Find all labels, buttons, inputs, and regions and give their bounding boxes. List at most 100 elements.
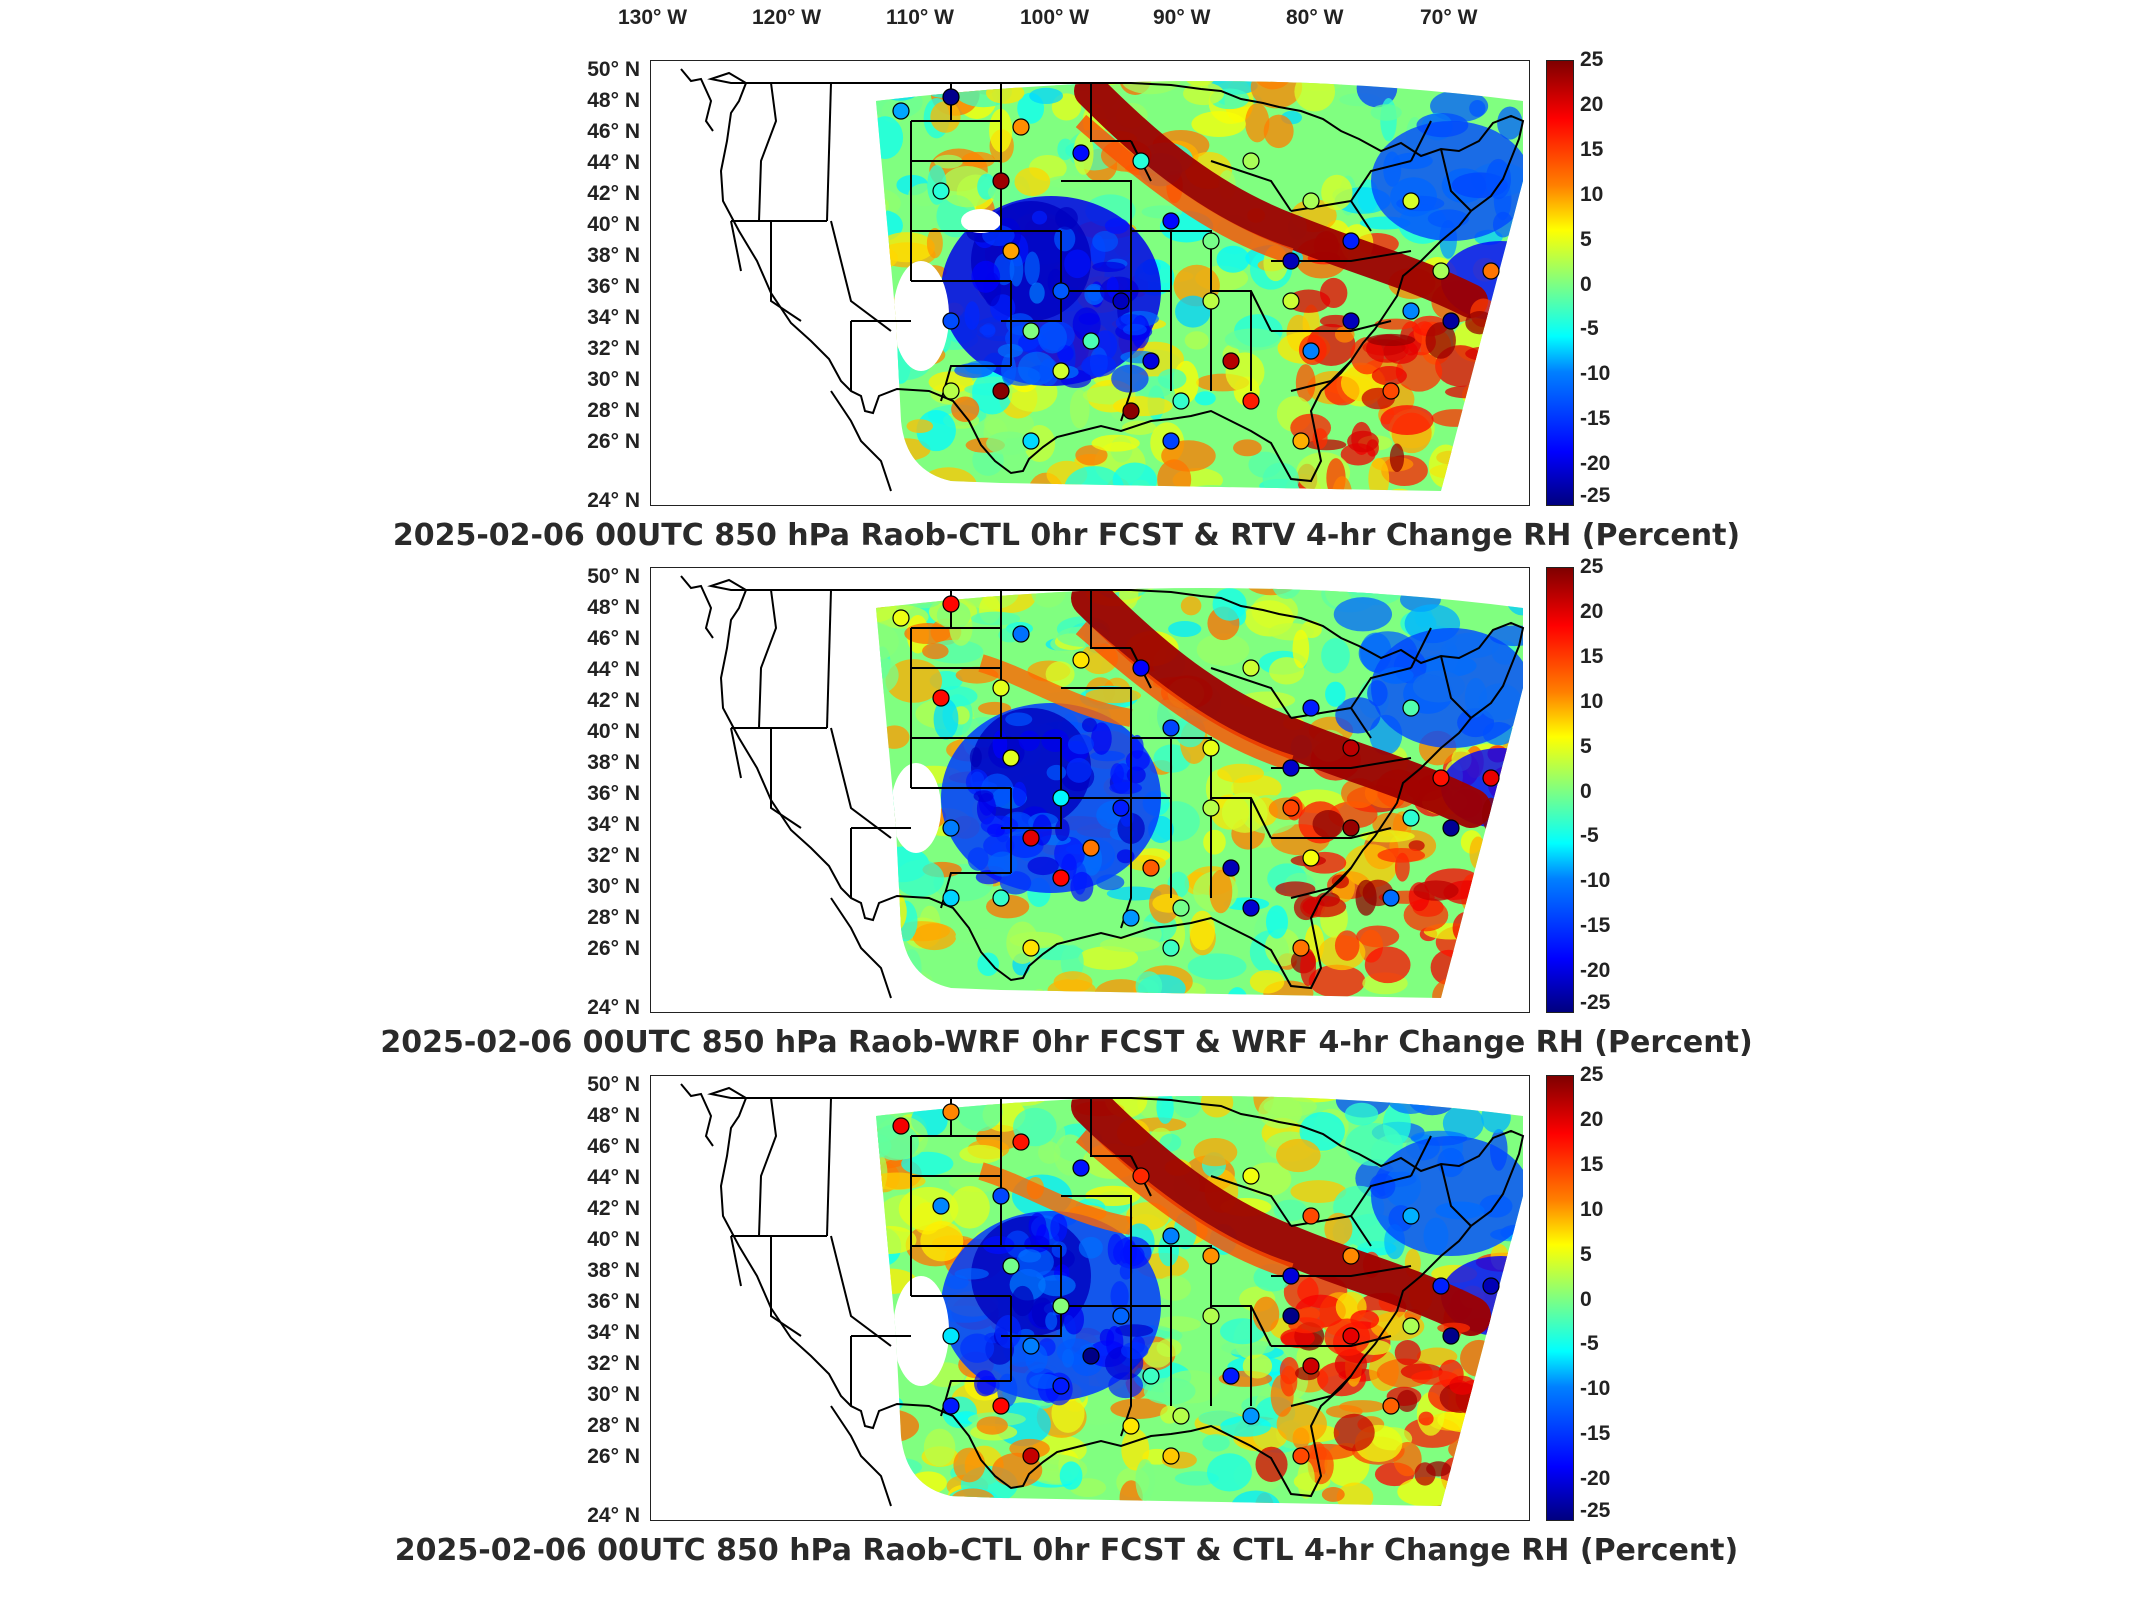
raob-station-marker <box>1292 1447 1310 1465</box>
raob-station-marker <box>932 1197 950 1215</box>
raob-stations <box>892 595 1500 957</box>
colorbar-tick-label: -20 <box>1580 452 1611 475</box>
latitude-tick-label: 34° N <box>587 813 640 836</box>
map-plot-area <box>650 60 1530 506</box>
latitude-tick-label: 38° N <box>587 751 640 774</box>
raob-station-marker <box>1292 939 1310 957</box>
raob-station-marker <box>1402 192 1420 210</box>
raob-station-marker <box>1002 1257 1020 1275</box>
rh-change-map <box>680 1083 1525 1507</box>
colorbar-tick-label: 10 <box>1580 690 1604 713</box>
map-plot-area <box>650 567 1530 1013</box>
raob-station-marker <box>1242 1167 1260 1185</box>
latitude-tick-label: 30° N <box>587 368 640 391</box>
latitude-tick-label: 40° N <box>587 1228 640 1251</box>
raob-station-marker <box>1202 232 1220 250</box>
longitude-tick-label: 120° W <box>752 6 822 29</box>
colorbar <box>1546 60 1574 506</box>
raob-station-marker <box>1242 152 1260 170</box>
longitude-tick-label: 70° W <box>1420 6 1478 29</box>
latitude-tick-label: 36° N <box>587 782 640 805</box>
raob-station-marker <box>992 679 1010 697</box>
raob-station-marker <box>1012 118 1030 136</box>
raob-station-marker <box>1442 1327 1460 1345</box>
raob-stations <box>892 88 1500 450</box>
raob-station-marker <box>1142 859 1160 877</box>
raob-station-marker <box>1162 1447 1180 1465</box>
longitude-tick-label: 90° W <box>1153 6 1211 29</box>
longitude-tick-label: 110° W <box>886 6 954 29</box>
panel-title: 2025-02-06 00UTC 850 hPa Raob-CTL 0hr FC… <box>394 1533 1739 1568</box>
latitude-tick-label: 26° N <box>587 430 640 453</box>
colorbar-tick-label: 10 <box>1580 1198 1604 1221</box>
latitude-tick-label: 36° N <box>587 275 640 298</box>
raob-station-marker <box>1052 1377 1070 1395</box>
raob-station-marker <box>1282 799 1300 817</box>
raob-station-marker <box>1302 192 1320 210</box>
raob-station-marker <box>1402 302 1420 320</box>
raob-station-marker <box>1382 889 1400 907</box>
raob-station-marker <box>1122 402 1140 420</box>
raob-station-marker <box>1172 392 1190 410</box>
raob-station-marker <box>942 382 960 400</box>
raob-station-marker <box>942 88 960 106</box>
raob-station-marker <box>1302 342 1320 360</box>
raob-station-marker <box>1442 819 1460 837</box>
raob-station-marker <box>1052 362 1070 380</box>
raob-station-marker <box>942 595 960 613</box>
latitude-tick-label: 28° N <box>587 399 640 422</box>
raob-station-marker <box>1282 1267 1300 1285</box>
latitude-tick-label: 50° N <box>587 565 640 588</box>
raob-station-marker <box>1052 1297 1070 1315</box>
raob-station-marker <box>1052 282 1070 300</box>
colorbar-tick-label: 25 <box>1580 1063 1604 1086</box>
raob-station-marker <box>1342 1247 1360 1265</box>
raob-station-marker <box>1012 625 1030 643</box>
colorbar-tick-label: -5 <box>1580 824 1599 847</box>
latitude-tick-label: 42° N <box>587 689 640 712</box>
raob-station-marker <box>1242 659 1260 677</box>
raob-station-marker <box>1022 829 1040 847</box>
raob-station-marker <box>1342 739 1360 757</box>
colorbar-tick-label: 5 <box>1580 1243 1592 1266</box>
raob-station-marker <box>1442 312 1460 330</box>
raob-station-marker <box>1222 352 1240 370</box>
colorbar-tick-label: -10 <box>1580 362 1611 385</box>
colorbar-tick-label: -25 <box>1580 991 1611 1014</box>
colorbar-tick-label: -25 <box>1580 1499 1611 1522</box>
latitude-tick-label: 38° N <box>587 244 640 267</box>
longitude-tick-label: 100° W <box>1020 6 1090 29</box>
latitude-tick-label: 48° N <box>587 596 640 619</box>
panel-title: 2025-02-06 00UTC 850 hPa Raob-WRF 0hr FC… <box>380 1025 1753 1060</box>
latitude-tick-label: 30° N <box>587 875 640 898</box>
latitude-tick-label: 48° N <box>587 89 640 112</box>
latitude-tick-label: 24° N <box>587 1504 640 1527</box>
raob-station-marker <box>1342 819 1360 837</box>
latitude-tick-label: 26° N <box>587 1445 640 1468</box>
raob-station-marker <box>1162 719 1180 737</box>
colorbar-tick-label: -15 <box>1580 914 1611 937</box>
raob-station-marker <box>1302 1207 1320 1225</box>
latitude-tick-label: 32° N <box>587 844 640 867</box>
raob-station-marker <box>1162 212 1180 230</box>
latitude-tick-label: 40° N <box>587 720 640 743</box>
raob-station-marker <box>1342 1327 1360 1345</box>
raob-station-marker <box>1402 1317 1420 1335</box>
latitude-tick-label: 34° N <box>587 306 640 329</box>
raob-station-marker <box>1482 769 1500 787</box>
colorbar-tick-label: -20 <box>1580 1467 1611 1490</box>
raob-station-marker <box>942 1327 960 1345</box>
longitude-tick-label: 80° W <box>1286 6 1344 29</box>
raob-station-marker <box>1052 869 1070 887</box>
raob-station-marker <box>1202 739 1220 757</box>
latitude-tick-label: 50° N <box>587 58 640 81</box>
raob-station-marker <box>1122 909 1140 927</box>
raob-station-marker <box>1022 1337 1040 1355</box>
raob-station-marker <box>1222 1367 1240 1385</box>
raob-station-marker <box>1112 1307 1130 1325</box>
latitude-tick-label: 26° N <box>587 937 640 960</box>
raob-station-marker <box>892 102 910 120</box>
raob-station-marker <box>1082 1347 1100 1365</box>
raob-station-marker <box>1162 1227 1180 1245</box>
raob-station-marker <box>1132 1167 1150 1185</box>
